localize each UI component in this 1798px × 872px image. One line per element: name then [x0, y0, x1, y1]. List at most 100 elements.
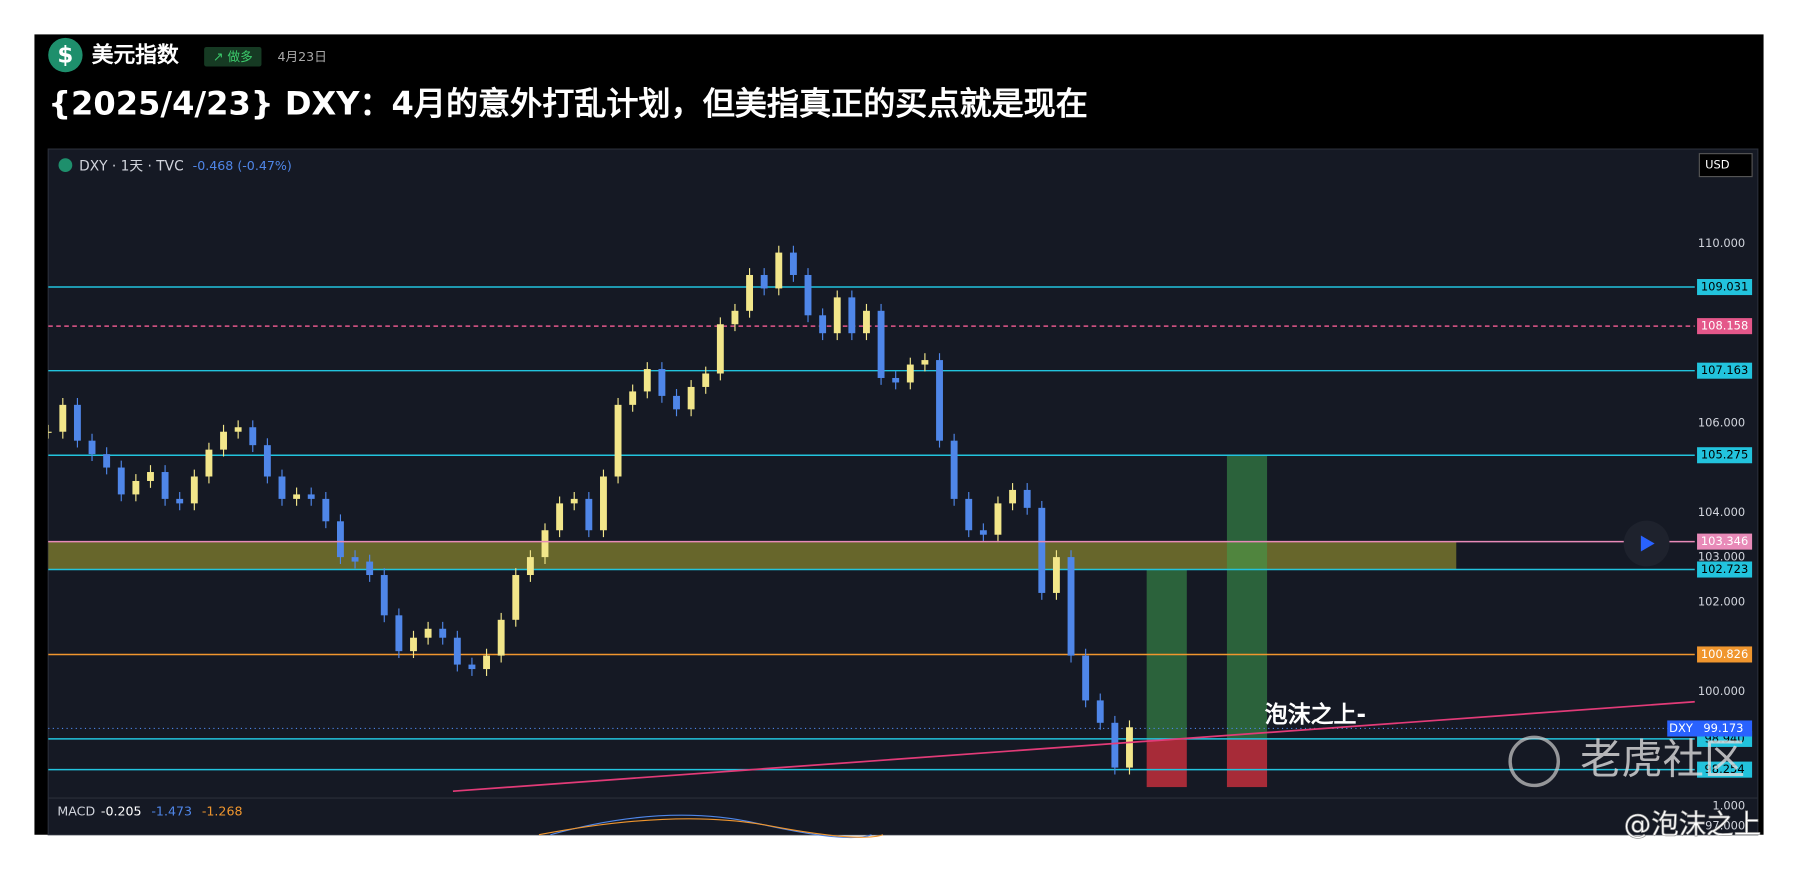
candle [1023, 489, 1031, 508]
plot [48, 245, 1695, 793]
last-label: 99.173 [1703, 721, 1743, 735]
candle [1009, 489, 1017, 504]
macd-value: -1.268 [202, 803, 243, 818]
candle [249, 427, 257, 446]
currency[interactable]: USD [1705, 158, 1730, 172]
level-tag [1697, 362, 1753, 379]
icon-glyph: $ [57, 43, 73, 69]
badge: ↗ 做多 [213, 49, 253, 64]
candle [380, 575, 388, 616]
candle [205, 449, 213, 477]
candle [1038, 507, 1046, 593]
candle [1082, 655, 1090, 701]
candle [1096, 700, 1104, 723]
candle [979, 530, 987, 535]
icon [48, 37, 83, 73]
macd-value: -1.473 [151, 803, 192, 818]
candle [570, 498, 578, 504]
candle [424, 628, 432, 638]
candle [819, 315, 827, 334]
macd-tick: 1.000 [1712, 799, 1745, 813]
candle [1111, 722, 1119, 768]
candle [263, 445, 271, 477]
candle [439, 628, 447, 638]
name: 美元指数 [92, 42, 179, 68]
candle [395, 615, 403, 652]
signal-line [538, 818, 884, 838]
title: {2025/4/23} DXY：4月的意外打乱计划，但美指真正的买点就是现在 [48, 84, 1088, 122]
candle [497, 619, 505, 656]
candle [614, 404, 622, 477]
candle [804, 274, 812, 316]
chart-area [47, 148, 1759, 836]
candle [351, 557, 359, 562]
annotation: 泡沫之上- [1265, 701, 1366, 728]
candle [234, 427, 242, 432]
level-label: 107.163 [1701, 363, 1748, 377]
candle [161, 472, 169, 499]
last-tag [1667, 720, 1753, 737]
candle [453, 637, 461, 665]
y-tick-label: 102.000 [1698, 594, 1745, 608]
candle [468, 664, 476, 670]
last-name: DXY [1669, 721, 1694, 735]
currency-box [1698, 153, 1753, 178]
candle [336, 521, 344, 558]
candle [994, 503, 1002, 535]
level-label: 100.826 [1701, 647, 1748, 661]
macd-value: -0.205 [101, 803, 142, 818]
candle [59, 404, 67, 432]
level-label: 109.031 [1701, 280, 1748, 294]
candle [556, 503, 564, 531]
candle [746, 274, 754, 311]
candle [833, 297, 841, 334]
level-label: 105.275 [1701, 448, 1748, 462]
candle [906, 364, 914, 383]
candle [526, 557, 534, 576]
stop-box [1226, 738, 1268, 788]
y-tick-label: 104.000 [1698, 505, 1745, 519]
candle [877, 310, 885, 378]
macd-name: MACD [57, 803, 95, 818]
candle [103, 454, 111, 468]
y-tick-label: 100.000 [1698, 684, 1745, 698]
level-tag [1697, 533, 1753, 550]
candle [702, 373, 710, 387]
credit: @泡沫之上 [1624, 809, 1762, 841]
target-box [1226, 455, 1268, 739]
candle [1052, 557, 1060, 593]
candle [190, 476, 198, 504]
candle [512, 575, 520, 620]
candle [673, 395, 680, 410]
watermark-logo [1508, 735, 1561, 788]
candle [921, 360, 929, 365]
y-tick-label: 103.000 [1698, 550, 1745, 564]
candle [73, 404, 81, 441]
candle [629, 391, 637, 405]
play-icon [1640, 535, 1655, 552]
stop-box [1146, 738, 1187, 788]
candle [176, 498, 184, 504]
macd-line [550, 814, 872, 839]
candle [147, 472, 154, 481]
candle [278, 476, 286, 499]
legend-icon [58, 158, 73, 172]
level-tag [1697, 318, 1753, 335]
candle [88, 440, 96, 455]
level-tag [1697, 447, 1753, 464]
legend-change: -0.468 (-0.47%) [193, 158, 292, 173]
y-tick-label: 106.000 [1698, 415, 1745, 429]
watermark: 老虎社区 [1580, 736, 1745, 784]
level-tag [1697, 646, 1753, 663]
candle [48, 431, 52, 433]
candle [687, 386, 695, 410]
level-tag [1697, 761, 1753, 778]
candle [760, 274, 768, 289]
level-label: 103.346 [1701, 534, 1748, 548]
candle [117, 467, 125, 495]
candle [716, 324, 724, 374]
legend-symbol: DXY · 1天 · TVC [79, 158, 184, 174]
candle [775, 252, 783, 289]
level-tag [1697, 561, 1753, 578]
